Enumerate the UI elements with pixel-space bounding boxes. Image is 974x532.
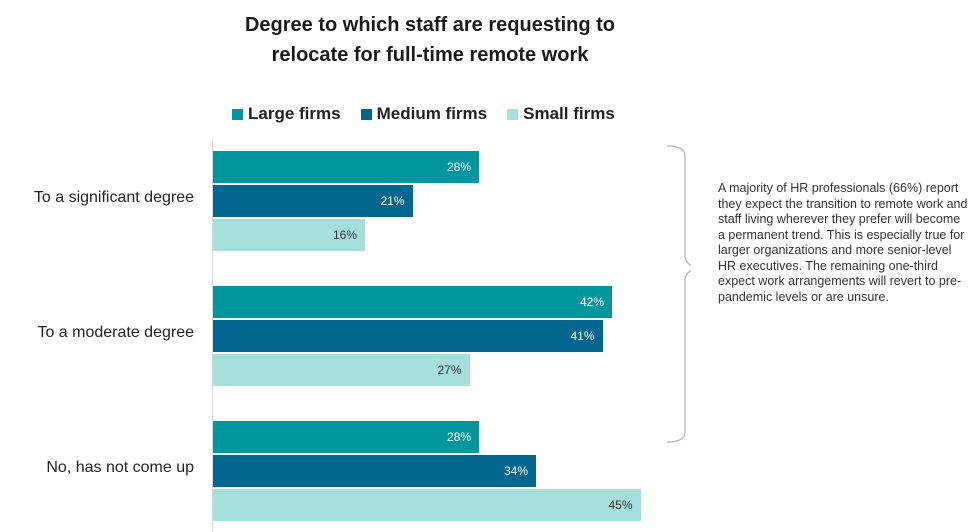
chart-title: Degree to which staff are requesting to … [180,10,680,70]
bar-value-label: 21% [380,194,405,208]
bar-significant-medium: 21% [213,185,413,217]
bar-moderate-large: 42% [213,286,612,318]
legend-swatch-medium [360,108,372,120]
category-label-moderate: To a moderate degree [37,324,194,341]
legend-swatch-large [232,108,243,120]
chart-title-line-2: relocate for full-time remote work [271,44,589,66]
legend-label-large: Large firms [248,104,341,123]
bar-not-come-up-small: 45% [213,489,641,521]
bar-significant-small: 16% [213,219,365,251]
legend: Large firms Medium firms Small firms [232,104,615,124]
bar-value-label: 27% [437,363,462,377]
category-label-significant: To a significant degree [33,189,194,206]
bar-moderate-medium: 41% [213,320,603,352]
category-label-not-come-up: No, has not come up [46,459,194,476]
bar-value-label: 45% [608,498,633,512]
bar-moderate-small: 27% [213,354,470,386]
annotation-bracket [666,145,691,443]
bar-value-label: 42% [579,295,604,309]
bar-not-come-up-medium: 34% [213,455,536,487]
legend-item-large: Large firms [232,104,341,124]
bar-value-label: 41% [570,329,595,343]
legend-label-medium: Medium firms [376,104,488,123]
legend-item-small: Small firms [507,104,615,124]
bar-value-label: 28% [446,430,471,444]
annotation-note: A majority of HR professionals (66%) rep… [718,181,968,304]
bar-not-come-up-large: 28% [213,421,479,453]
legend-swatch-small [507,108,519,120]
legend-label-small: Small firms [523,104,615,123]
bar-significant-large: 28% [213,151,479,183]
legend-item-medium: Medium firms [360,104,488,124]
bar-value-label: 28% [446,160,471,174]
category-axis-line [212,140,213,532]
bar-value-label: 16% [332,228,357,242]
chart-title-line-1: Degree to which staff are requesting to [244,14,616,36]
bar-value-label: 34% [503,464,528,478]
